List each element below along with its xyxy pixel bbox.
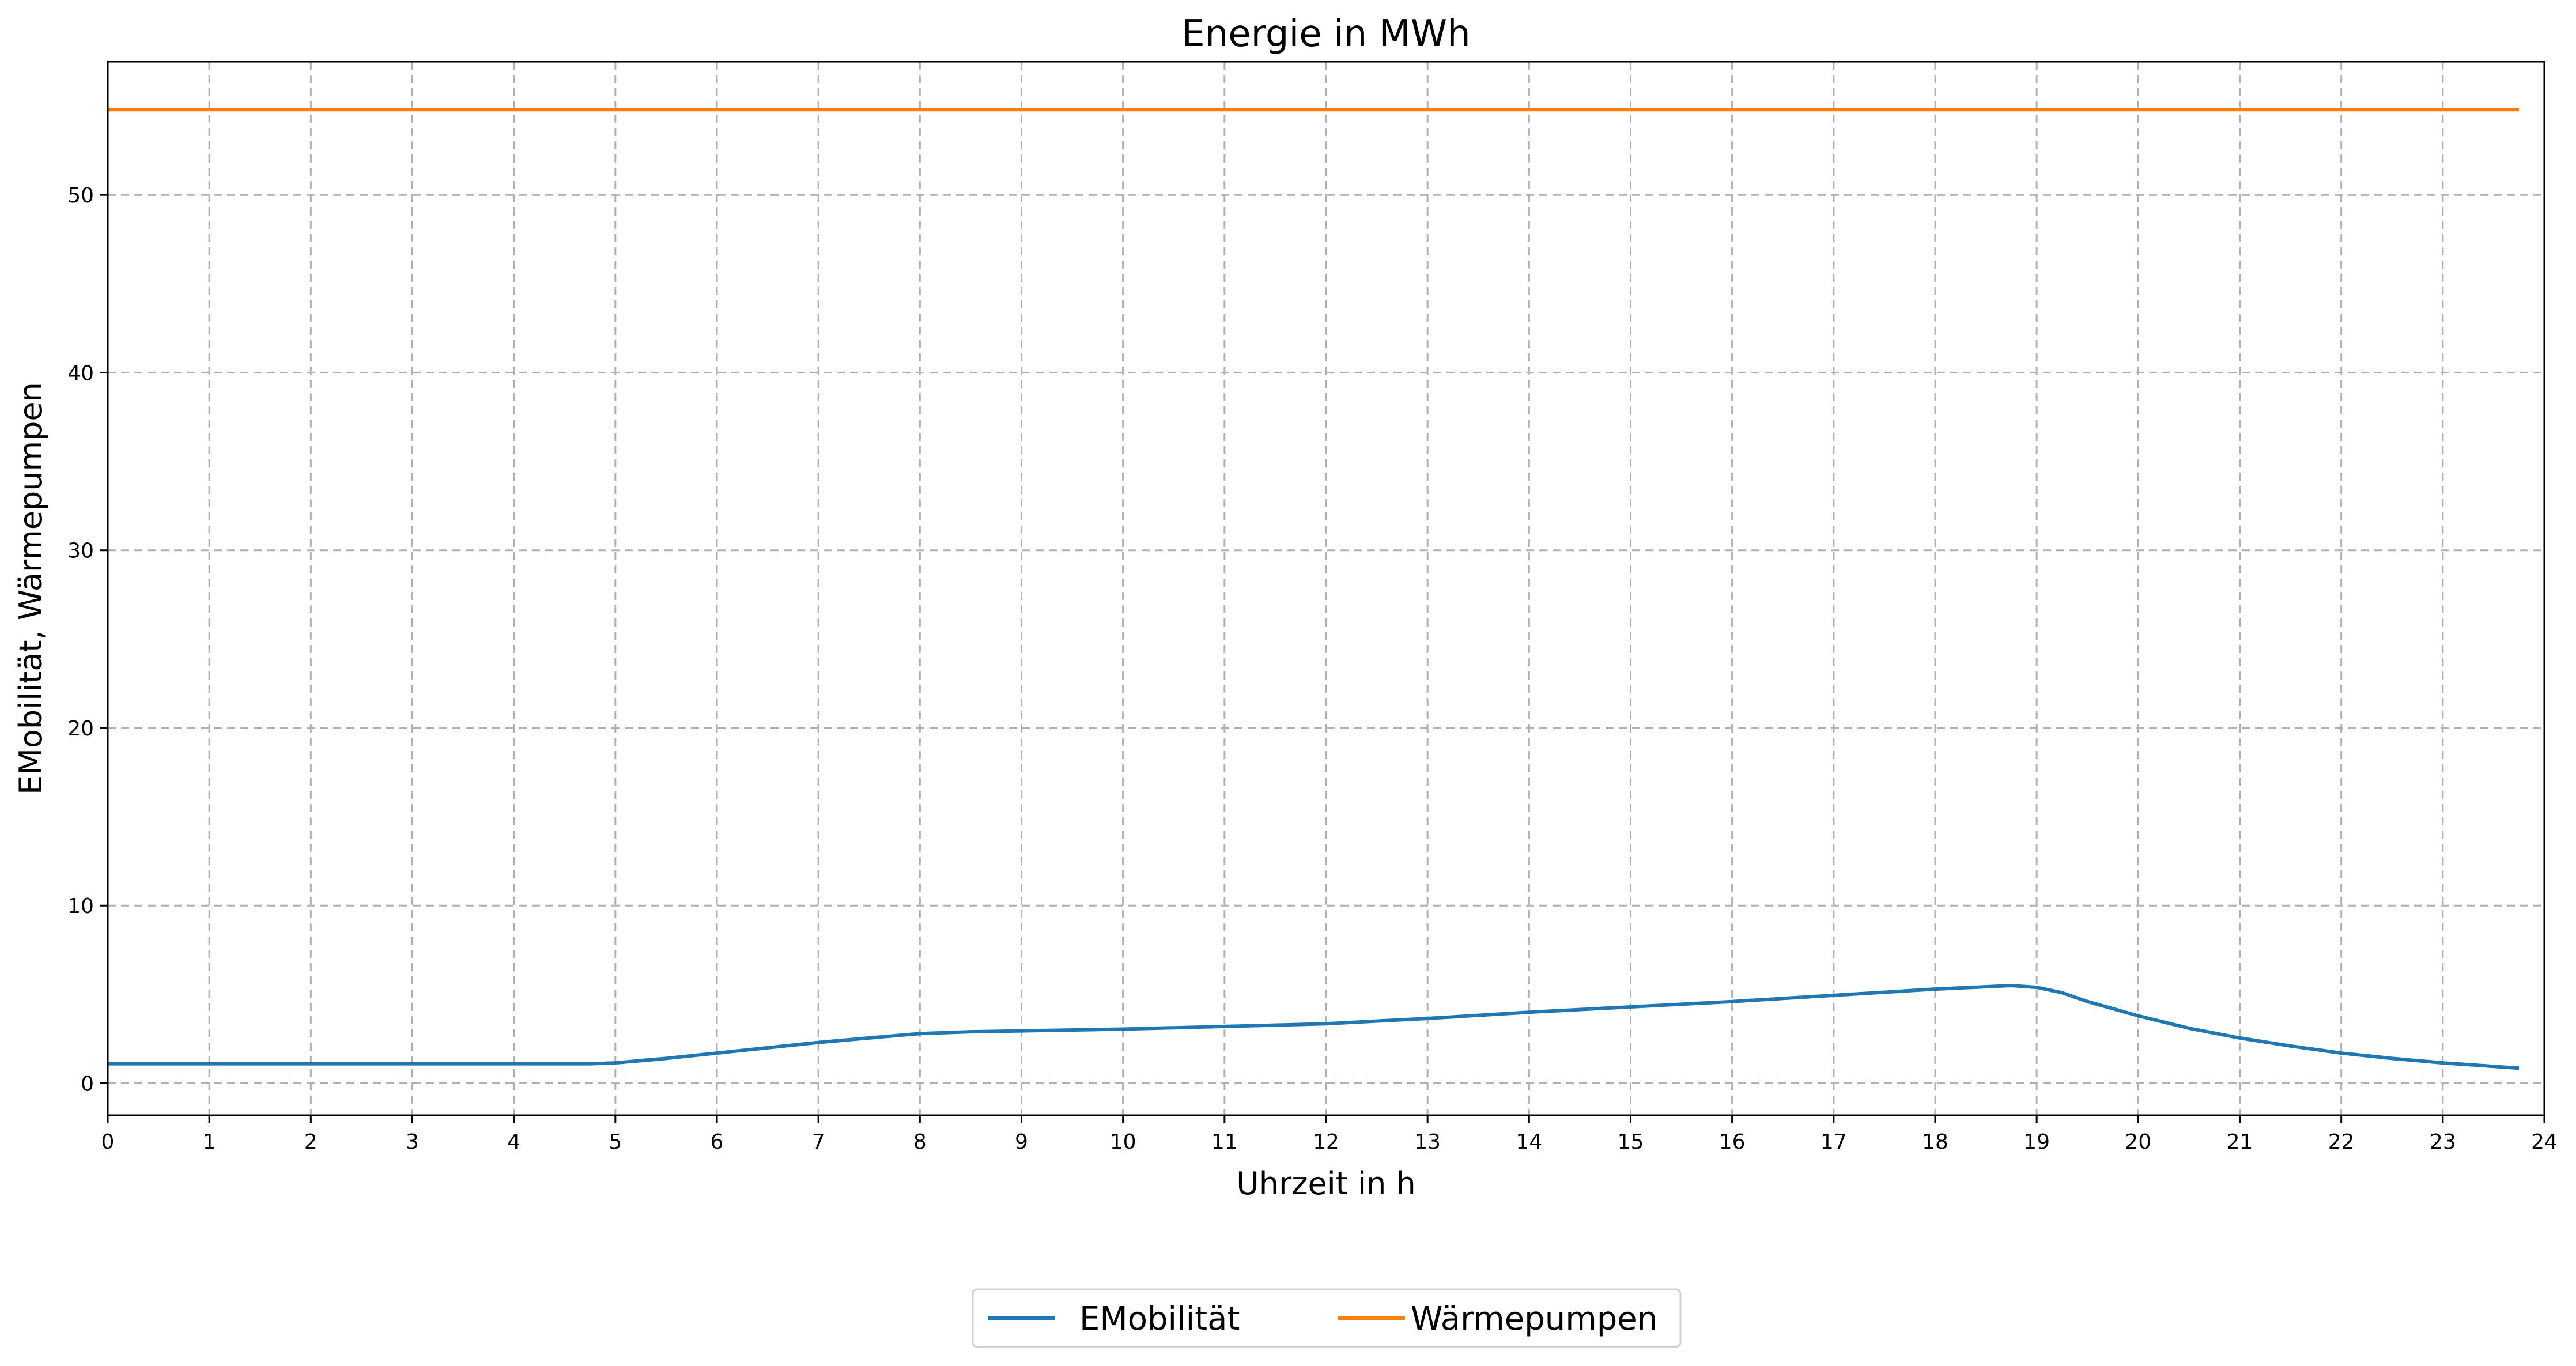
x-tick-label: 22	[2328, 1130, 2355, 1154]
y-axis-title: EMobilität, Wärmepumpen	[13, 382, 49, 795]
legend-label-waermepumpen: Wärmepumpen	[1411, 1300, 1657, 1338]
x-tick-label: 17	[1820, 1130, 1847, 1154]
x-tick-label: 18	[1922, 1130, 1948, 1154]
x-tick-label: 0	[101, 1130, 115, 1154]
y-tick-label: 20	[67, 717, 94, 741]
legend-label-emobilitaet: EMobilität	[1079, 1300, 1240, 1338]
y-tick-label: 0	[81, 1073, 94, 1096]
x-tick-label: 23	[2430, 1130, 2456, 1154]
legend-box	[972, 1288, 1682, 1348]
x-tick-label: 1	[203, 1130, 216, 1154]
x-tick-label: 8	[913, 1130, 927, 1154]
x-tick-label: 6	[711, 1130, 724, 1154]
x-tick-label: 10	[1110, 1130, 1136, 1154]
x-tick-label: 21	[2227, 1130, 2253, 1154]
x-tick-label: 4	[507, 1130, 520, 1154]
x-tick-label: 13	[1414, 1130, 1441, 1154]
x-tick-label: 11	[1211, 1130, 1238, 1154]
x-tick-label: 9	[1015, 1130, 1028, 1154]
x-tick-label: 2	[304, 1130, 318, 1154]
legend: EMobilität Wärmepumpen	[972, 1288, 1682, 1348]
grid	[108, 62, 2544, 1115]
y-tick-label: 10	[67, 895, 94, 918]
x-tick-label: 20	[2125, 1130, 2151, 1154]
chart-title: Energie in MWh	[1181, 13, 1470, 55]
x-tick-label: 19	[2023, 1130, 2050, 1154]
x-tick-label: 3	[406, 1130, 419, 1154]
x-tick-label: 16	[1719, 1130, 1746, 1154]
y-tick-label: 30	[67, 539, 94, 563]
x-tick-label: 5	[609, 1130, 622, 1154]
x-tick-label: 15	[1618, 1130, 1644, 1154]
x-axis-title: Uhrzeit in h	[1236, 1165, 1415, 1202]
x-tick-label: 24	[2531, 1130, 2558, 1154]
y-tick-label: 50	[67, 184, 94, 207]
x-tick-label: 14	[1516, 1130, 1542, 1154]
x-tick-label: 12	[1313, 1130, 1339, 1154]
x-tick-label: 7	[812, 1130, 825, 1154]
series-layer	[108, 108, 2520, 1070]
axis-ticks: 0 1 2 3 4 5 6 7 8 9 10 11 12 13 14 15 16 17 18 19 20 21 22 23 24…	[67, 184, 2558, 1154]
y-tick-label: 40	[67, 361, 94, 385]
series-line-0	[108, 984, 2520, 1070]
